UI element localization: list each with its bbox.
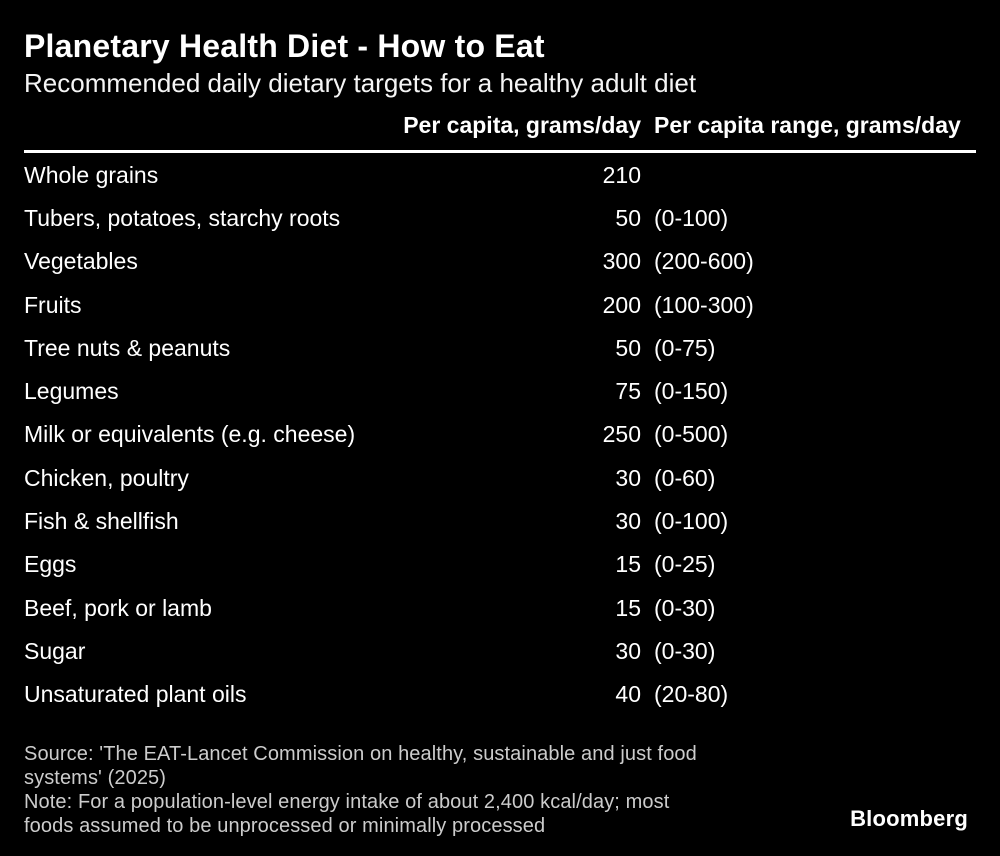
food-group-label: Chicken, poultry	[24, 464, 189, 491]
column-header-per-capita: Per capita, grams/day	[403, 112, 641, 138]
per-capita-range-value: (200-600)	[654, 248, 754, 275]
food-group-label: Eggs	[24, 551, 77, 578]
table-row: Whole grains 210	[24, 153, 976, 196]
page-title: Planetary Health Diet - How to Eat	[24, 28, 545, 64]
per-capita-range-value: (0-30)	[654, 594, 716, 621]
header-divider	[24, 150, 976, 153]
page-subtitle: Recommended daily dietary targets for a …	[24, 68, 697, 98]
food-group-label: Sugar	[24, 637, 86, 664]
table-row: Sugar 30 (0-30)	[24, 629, 976, 672]
table-row: Fruits 200 (100-300)	[24, 283, 976, 326]
per-capita-value: 30	[615, 464, 641, 491]
food-group-label: Whole grains	[24, 161, 159, 188]
per-capita-range-value: (0-150)	[654, 378, 729, 405]
per-capita-range-value: (0-25)	[654, 551, 716, 578]
per-capita-range-value: (100-300)	[654, 291, 754, 318]
per-capita-value: 75	[615, 378, 641, 405]
footer-notes: Source: 'The EAT-Lancet Commission on he…	[24, 742, 976, 838]
per-capita-value: 250	[602, 421, 641, 448]
table-column-headers: Per capita, grams/day Per capita range, …	[24, 112, 976, 138]
table-row: Unsaturated plant oils 40 (20-80)	[24, 673, 976, 716]
per-capita-value: 15	[615, 594, 641, 621]
per-capita-value: 300	[602, 248, 641, 275]
column-header-per-capita-range: Per capita range, grams/day	[654, 112, 961, 138]
bloomberg-logo: Bloomberg	[850, 806, 968, 831]
table-row: Vegetables 300 (200-600)	[24, 240, 976, 283]
per-capita-value: 30	[615, 508, 641, 535]
food-group-label: Unsaturated plant oils	[24, 681, 247, 708]
per-capita-value: 50	[615, 204, 641, 231]
table-row: Eggs 15 (0-25)	[24, 543, 976, 586]
food-group-label: Fruits	[24, 291, 82, 318]
per-capita-range-value: (0-75)	[654, 334, 716, 361]
per-capita-value: 50	[615, 334, 641, 361]
table-body: Whole grains 210 Tubers, potatoes, starc…	[24, 153, 976, 716]
food-group-label: Vegetables	[24, 248, 138, 275]
source-text-line-1: Source: 'The EAT-Lancet Commission on he…	[24, 742, 697, 765]
table-row: Milk or equivalents (e.g. cheese) 250 (0…	[24, 413, 976, 456]
table-row: Tubers, potatoes, starchy roots 50 (0-10…	[24, 196, 976, 239]
per-capita-value: 210	[602, 161, 641, 188]
per-capita-value: 40	[615, 681, 641, 708]
per-capita-range-value: (0-500)	[654, 421, 729, 448]
table-row: Tree nuts & peanuts 50 (0-75)	[24, 326, 976, 369]
food-group-label: Beef, pork or lamb	[24, 594, 212, 621]
per-capita-range-value: (0-100)	[654, 508, 729, 535]
source-text-line-2: systems' (2025)	[24, 766, 167, 789]
table-row: Fish & shellfish 30 (0-100)	[24, 499, 976, 542]
per-capita-range-value: (0-30)	[654, 637, 716, 664]
per-capita-range-value: (0-60)	[654, 464, 716, 491]
table-row: Beef, pork or lamb 15 (0-30)	[24, 586, 976, 629]
note-text-line-2: foods assumed to be unprocessed or minim…	[24, 814, 546, 837]
note-text-line-1: Note: For a population-level energy inta…	[24, 790, 670, 813]
food-group-label: Milk or equivalents (e.g. cheese)	[24, 421, 356, 448]
table-row: Chicken, poultry 30 (0-60)	[24, 456, 976, 499]
food-group-label: Legumes	[24, 378, 119, 405]
per-capita-value: 30	[615, 637, 641, 664]
food-group-label: Tree nuts & peanuts	[24, 334, 231, 361]
food-group-label: Tubers, potatoes, starchy roots	[24, 204, 341, 231]
per-capita-value: 15	[615, 551, 641, 578]
per-capita-value: 200	[602, 291, 641, 318]
table-row: Legumes 75 (0-150)	[24, 369, 976, 412]
per-capita-range-value: (0-100)	[654, 204, 729, 231]
food-group-label: Fish & shellfish	[24, 508, 179, 535]
per-capita-range-value: (20-80)	[654, 681, 729, 708]
